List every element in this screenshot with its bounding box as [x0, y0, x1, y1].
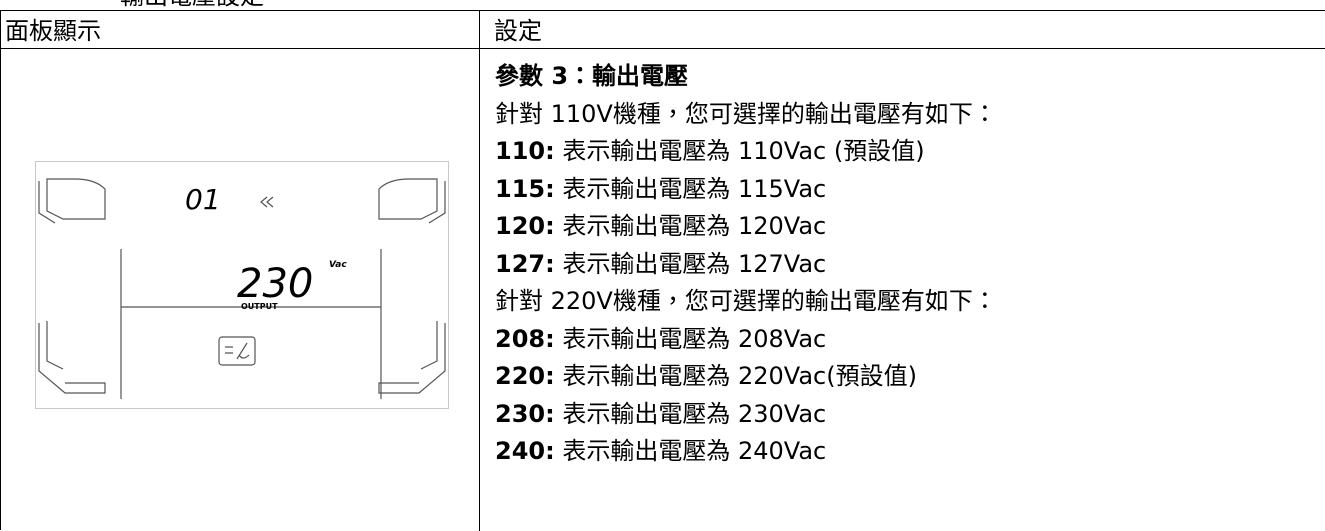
setting-text: 表示輸出電壓為 110Vac (預設值): [562, 137, 925, 165]
lcd-code: 01: [185, 183, 221, 216]
setting-line: 230: 表示輸出電壓為 230Vac: [495, 396, 997, 434]
row-border: [1, 48, 1325, 49]
setting-key: 120:: [495, 212, 555, 240]
lcd-unit: Vac: [329, 260, 347, 270]
header-cell: 設定: [494, 17, 542, 45]
setting-line: 120: 表示輸出電壓為 120Vac: [495, 208, 997, 246]
caption: 輸出電壓設定: [120, 0, 264, 9]
setting-text: 表示輸出電壓為 208Vac: [562, 324, 827, 353]
lcd-label: OUTPUT: [241, 302, 278, 311]
setting-key: 110:: [495, 137, 555, 165]
setting-line: 參數 3：輸出電壓: [495, 58, 997, 96]
setting-key: 230:: [495, 399, 555, 428]
setting-line: 208: 表示輸出電壓為 208Vac: [495, 321, 997, 359]
setting-text: 針對 220V機種，您可選擇的輸出電壓有如下：: [495, 287, 997, 315]
setting-line: 針對 220V機種，您可選擇的輸出電壓有如下：: [495, 283, 997, 321]
setting-text: 針對 110V機種，您可選擇的輸出電壓有如下：: [495, 99, 997, 128]
setting-key: 127:: [495, 249, 555, 278]
setting-text: 表示輸出電壓為 115Vac: [562, 174, 827, 203]
panel-segments: [38, 178, 446, 399]
setting-key: 220:: [495, 362, 555, 390]
column-border: [479, 11, 480, 531]
setting-key: 115:: [495, 174, 555, 203]
setting-text: 表示輸出電壓為 220Vac(預設值): [562, 362, 917, 390]
setting-text: 表示輸出電壓為 127Vac: [562, 249, 827, 278]
setting-line: 220: 表示輸出電壓為 220Vac(預設值): [495, 358, 997, 396]
setting-text: 表示輸出電壓為 240Vac: [562, 437, 827, 465]
settings-list: 參數 3：輸出電壓針對 110V機種，您可選擇的輸出電壓有如下： 110: 表示輸…: [495, 58, 997, 471]
setting-key: 240:: [495, 437, 555, 465]
setting-line: 240: 表示輸出電壓為 240Vac: [495, 433, 997, 471]
setting-line: 110: 表示輸出電壓為 110Vac (預設值): [495, 133, 997, 171]
setting-key: 208:: [495, 324, 555, 353]
setting-text: 表示輸出電壓為 230Vac: [562, 399, 827, 428]
header-cell: 面板顯示: [5, 17, 101, 45]
setting-line: 針對 110V機種，您可選擇的輸出電壓有如下：: [495, 96, 997, 134]
setting-line: 115: 表示輸出電壓為 115Vac: [495, 171, 997, 209]
settings-table: 面板顯示 設定 參數 3：輸出電壓針對 110V機種，您可選擇的輸出電壓有如下：…: [0, 10, 1325, 531]
lcd-panel: 01 230 Vac OUTPUT: [35, 161, 449, 409]
panel-frame: [35, 161, 449, 409]
setting-text: 表示輸出電壓為 120Vac: [562, 212, 827, 240]
setting-title: 參數 3：輸出電壓: [495, 62, 689, 90]
setting-line: 127: 表示輸出電壓為 127Vac: [495, 246, 997, 284]
lcd-value: 230: [237, 261, 313, 307]
